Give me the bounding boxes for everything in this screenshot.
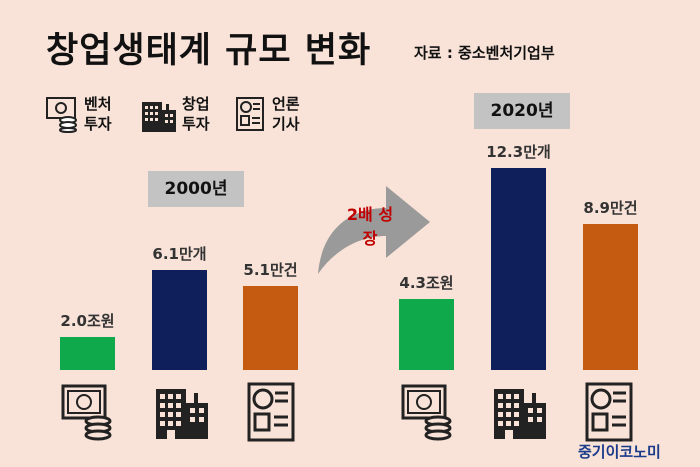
value-label-venture-2020: 4.3조원 (399, 274, 454, 293)
bar-startup-2020 (491, 167, 546, 370)
value-label-venture-2000: 2.0조원 (60, 312, 115, 331)
bar-startup-2000 (152, 269, 207, 370)
news-icon-2020 (585, 382, 633, 442)
source-note: 자료 : 중소벤처기업부 (414, 44, 555, 62)
startup-icon-2020 (494, 389, 546, 439)
legend-item-news: 언론 기사 (234, 94, 312, 134)
year-box-2020: 2020년 (474, 93, 570, 129)
chart-title: 창업생태계 규모 변화 (46, 31, 372, 71)
money-icon (46, 97, 77, 133)
legend-label-startup: 창업 투자 (182, 95, 210, 133)
news-icon (236, 97, 264, 131)
startup-icon-2000 (156, 389, 208, 439)
growth-arrow-icon (318, 186, 430, 274)
value-label-startup-2000: 6.1만개 (152, 244, 207, 263)
news-icon-2000 (247, 382, 295, 442)
venture-icon-2000 (61, 384, 112, 441)
venture-icon-2020 (401, 384, 452, 441)
building-icon (142, 102, 176, 132)
bar-news-2020 (583, 223, 638, 370)
legend-item-venture: 벤처 투자 (46, 94, 124, 134)
legend-item-startup: 창업 투자 (140, 94, 222, 134)
value-label-startup-2020: 12.3만개 (486, 142, 551, 161)
value-label-news-2000: 5.1만건 (243, 261, 298, 280)
growth-label: 2배 성장 (346, 205, 394, 248)
legend-label-venture: 벤처 투자 (84, 95, 112, 133)
brand-logo: 중기이코노미 (578, 443, 661, 461)
year-box-2000: 2000년 (148, 171, 244, 207)
bar-news-2000 (243, 286, 298, 370)
value-label-news-2020: 8.9만건 (583, 198, 638, 217)
bar-venture-2020 (399, 299, 454, 370)
legend-label-news: 언론 기사 (272, 95, 300, 133)
bar-venture-2000 (60, 337, 115, 370)
